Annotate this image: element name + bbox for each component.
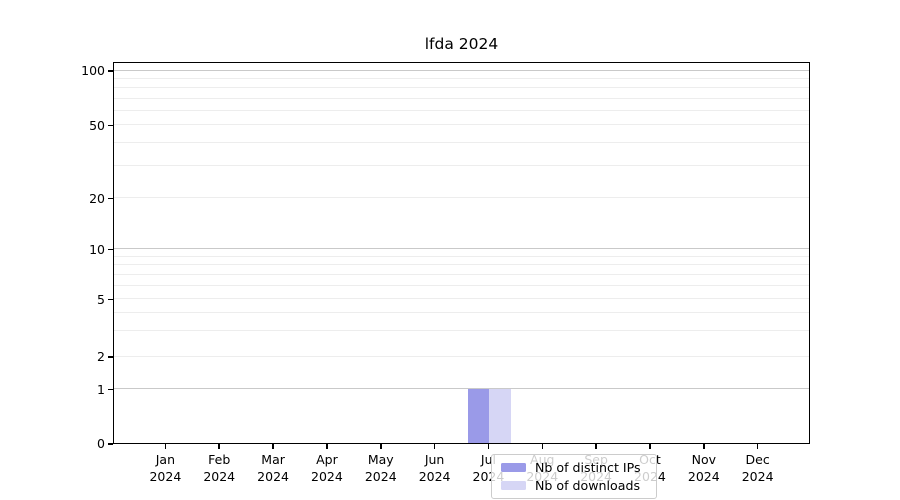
x-tick-mark [595,444,597,449]
y-tick-label: 10 [89,241,105,257]
bar-downloads [489,388,512,443]
legend-swatch-downloads [501,480,526,491]
x-tick-month: Feb [208,452,231,467]
x-tick-mark [487,444,490,449]
y-tick-label: 0 [97,436,105,451]
chart-title: lfda 2024 [424,35,499,53]
y-tick-mark [108,443,113,445]
x-tick-label: Feb 2024 [189,452,249,485]
y-tick-label: 5 [97,291,105,307]
x-tick-mark [380,444,382,449]
y-tick-mark [108,70,113,72]
gridline-minor [114,77,809,79]
gridline-major [114,69,809,71]
gridline-minor [114,164,809,166]
y-tick-label: 20 [89,190,105,206]
x-tick-month: Mar [261,452,285,467]
legend-swatch-distinct-ips [501,462,526,473]
x-tick-year: 2024 [418,468,451,484]
gridline-minor [114,284,809,286]
gridline-minor [114,97,809,99]
y-tick-mark [108,124,113,127]
gridline-minor [114,255,809,257]
gridline-minor [114,197,809,198]
x-tick-month: Jun [424,452,445,467]
x-tick-label: Nov 2024 [674,452,734,485]
x-tick-label: Apr 2024 [297,452,357,485]
y-tick-label: 1 [97,381,105,397]
x-tick-label: May 2024 [351,452,411,485]
x-tick-year: 2024 [687,468,720,484]
gridline-minor [114,141,809,143]
x-tick-year: 2024 [741,468,774,484]
gridline-minor [114,109,809,111]
legend-item-distinct-ips: Nb of distinct IPs [501,460,647,475]
gridline-minor [114,298,809,299]
y-tick-mark [108,388,113,391]
x-tick-label: Mar 2024 [243,452,303,485]
y-tick-mark [108,197,113,200]
x-tick-mark [272,444,274,449]
legend-item-downloads: Nb of downloads [501,478,647,493]
gridline-major [114,388,809,389]
x-tick-year: 2024 [311,468,343,484]
x-tick-mark [433,444,436,449]
x-tick-mark [326,444,328,449]
gridline-minor [114,330,809,332]
gridline-minor [114,124,809,125]
gridline-minor [114,87,809,89]
x-tick-month: Dec [745,452,770,467]
gridline-minor [114,355,809,357]
y-tick-mark [108,248,113,251]
y-tick-mark [108,298,113,301]
x-tick-mark [218,444,220,449]
x-tick-year: 2024 [364,468,397,484]
x-tick-label: Dec 2024 [728,452,788,485]
gridline-minor [114,312,809,314]
x-tick-month: Apr [316,452,338,467]
x-tick-mark [703,444,705,449]
gridline-major [114,248,809,249]
y-tick-label: 50 [89,117,105,133]
x-tick-month: Nov [691,452,716,467]
x-tick-year: 2024 [257,468,289,484]
x-tick-label: Jun 2024 [405,452,465,485]
legend-label-downloads: Nb of downloads [535,478,641,493]
y-tick-label: 2 [97,349,105,364]
x-tick-mark [541,444,544,449]
x-tick-month: May [367,452,394,467]
x-tick-month: Jan [155,452,176,467]
gridline-minor [114,273,809,275]
x-tick-year: 2024 [203,468,236,484]
legend: Nb of distinct IPs Nb of downloads [491,454,657,499]
x-tick-mark [756,444,759,449]
gridline-minor [114,264,809,266]
y-tick-mark [108,356,113,358]
x-tick-mark [649,444,651,449]
x-tick-label: Jan 2024 [135,452,195,485]
y-tick-label: 100 [81,63,105,78]
bar-distinct-ips [467,388,490,443]
legend-label-distinct-ips: Nb of distinct IPs [535,460,641,475]
plot-area: Nb of distinct IPs Nb of downloads [113,62,810,499]
x-tick-mark [164,444,167,449]
x-tick-year: 2024 [149,468,182,484]
